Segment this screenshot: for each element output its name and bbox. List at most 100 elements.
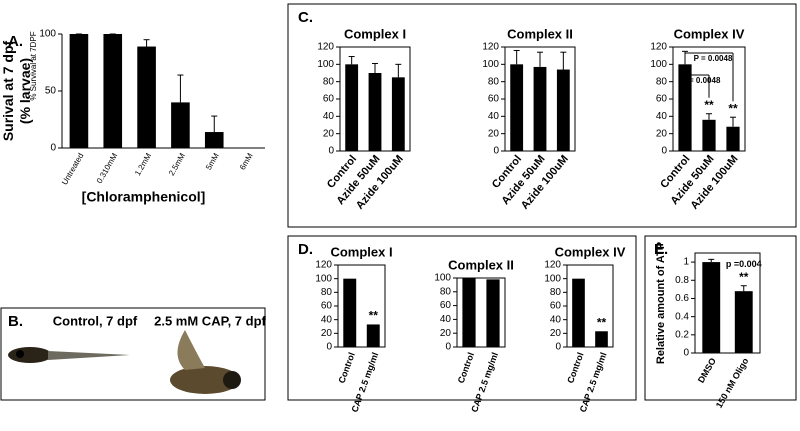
- annotation: **: [704, 98, 714, 112]
- panel-label: A.: [8, 33, 23, 50]
- y-tick-label: 40: [550, 314, 562, 325]
- y-tick-label: 40: [488, 111, 500, 122]
- plot-frame: [337, 264, 386, 348]
- y-tick-label: 80: [321, 287, 333, 298]
- y-tick-label: 40: [656, 111, 668, 122]
- y-tick-label: 0: [493, 146, 499, 157]
- y-tick-label: 0: [50, 143, 56, 154]
- bar: [556, 69, 570, 151]
- bar: [345, 64, 359, 151]
- x-tick-label: Control: [337, 351, 357, 384]
- annotation: **: [369, 309, 379, 323]
- y-tick-label: 1: [683, 257, 689, 268]
- y-tick-label: 20: [550, 328, 562, 339]
- y-tick-label: 60: [656, 94, 668, 105]
- y-axis-label-overlay: % Survival at 7DPF: [29, 31, 38, 100]
- y-tick-label: 100: [315, 273, 332, 284]
- y-tick-label: 100: [39, 29, 56, 40]
- annotation: **: [739, 270, 749, 284]
- y-tick-label: 0: [328, 146, 334, 157]
- y-tick-label: 100: [317, 59, 334, 70]
- bar: [702, 119, 716, 151]
- bar: [391, 77, 405, 151]
- y-tick-label: 20: [321, 328, 333, 339]
- bar: [462, 278, 476, 347]
- bar: [368, 73, 382, 151]
- y-tick-label: 60: [488, 94, 500, 105]
- y-tick-label: 0: [661, 146, 667, 157]
- y-tick-label: 80: [440, 286, 452, 297]
- y-tick-label: 80: [488, 76, 500, 87]
- y-axis-label: (% larvae): [17, 58, 33, 124]
- y-tick-label: 60: [323, 94, 335, 105]
- y-tick-label: 20: [440, 328, 452, 339]
- x-tick-label: 5mM: [204, 151, 221, 171]
- bar: [734, 291, 753, 353]
- bar: [343, 278, 357, 347]
- x-tick-label: DMSO: [696, 356, 718, 384]
- bar: [171, 102, 190, 148]
- y-tick-label: 0: [445, 342, 451, 353]
- bar: [572, 278, 585, 347]
- annotation: **: [728, 101, 738, 115]
- y-tick-label: 0: [326, 342, 332, 353]
- image-caption: 2.5 mM CAP, 7 dpf: [154, 313, 266, 328]
- fish-control: [8, 347, 130, 363]
- image-caption: Control, 7 dpf: [53, 313, 138, 328]
- bar: [103, 34, 123, 148]
- bar: [137, 46, 156, 148]
- y-tick-label: 80: [550, 287, 562, 298]
- x-tick-label: Untreated: [60, 152, 85, 187]
- panel-e-frame: [644, 235, 797, 401]
- bar: [486, 279, 500, 347]
- y-tick-label: 0.2: [675, 329, 689, 340]
- chart-title: Complex IV: [674, 26, 745, 41]
- x-tick-label: 150 nM Oligo: [714, 356, 751, 410]
- y-tick-label: 40: [323, 111, 335, 122]
- bar: [366, 324, 380, 347]
- y-tick-label: 120: [650, 42, 667, 53]
- y-tick-label: 60: [440, 300, 452, 311]
- bar: [510, 64, 524, 151]
- y-tick-label: 120: [317, 42, 334, 53]
- y-tick-label: 20: [323, 128, 335, 139]
- y-tick-label: 0.8: [675, 275, 689, 286]
- y-axis-label: Relative amount of ATP: [655, 242, 667, 364]
- y-tick-label: 120: [544, 260, 561, 271]
- bracket-label: P = 0.0048: [694, 54, 733, 63]
- chart-title: Complex I: [344, 26, 406, 41]
- y-tick-label: 20: [656, 128, 668, 139]
- panel-d-frame: [287, 235, 637, 401]
- y-tick-label: 100: [650, 59, 667, 70]
- plot-frame: [694, 252, 761, 354]
- y-tick-label: 60: [550, 301, 562, 312]
- y-tick-label: 120: [482, 42, 499, 53]
- chart-title: Complex I: [330, 244, 392, 259]
- bar: [702, 262, 721, 353]
- bar: [533, 66, 547, 151]
- panel-label: D.: [298, 241, 313, 258]
- chart-title: Complex II: [448, 257, 514, 272]
- y-tick-label: 0.4: [675, 311, 689, 322]
- x-axis-label: [Chloramphenicol]: [82, 189, 206, 205]
- y-tick-label: 0: [683, 348, 689, 359]
- panel-c-frame: [287, 3, 797, 228]
- y-tick-label: 80: [656, 76, 668, 87]
- panel-label: B.: [8, 313, 23, 330]
- y-axis-label: Surival at 7 dpf: [0, 40, 16, 141]
- chart-title: Complex II: [507, 26, 573, 41]
- y-tick-label: 60: [321, 301, 333, 312]
- x-tick-label: 1.2mM: [133, 151, 153, 177]
- chart-title: Complex IV: [555, 244, 626, 259]
- bar: [678, 64, 692, 151]
- x-tick-label: 0.310mM: [95, 151, 120, 185]
- x-tick-label: Control: [456, 351, 476, 384]
- fish-cap: [170, 330, 241, 394]
- x-tick-label: 2.5mM: [167, 151, 187, 177]
- annotation: p =0.004: [726, 259, 762, 269]
- plot-frame: [456, 277, 506, 348]
- bracket-label: P = 0.0048: [682, 76, 721, 85]
- y-tick-label: 50: [45, 86, 57, 97]
